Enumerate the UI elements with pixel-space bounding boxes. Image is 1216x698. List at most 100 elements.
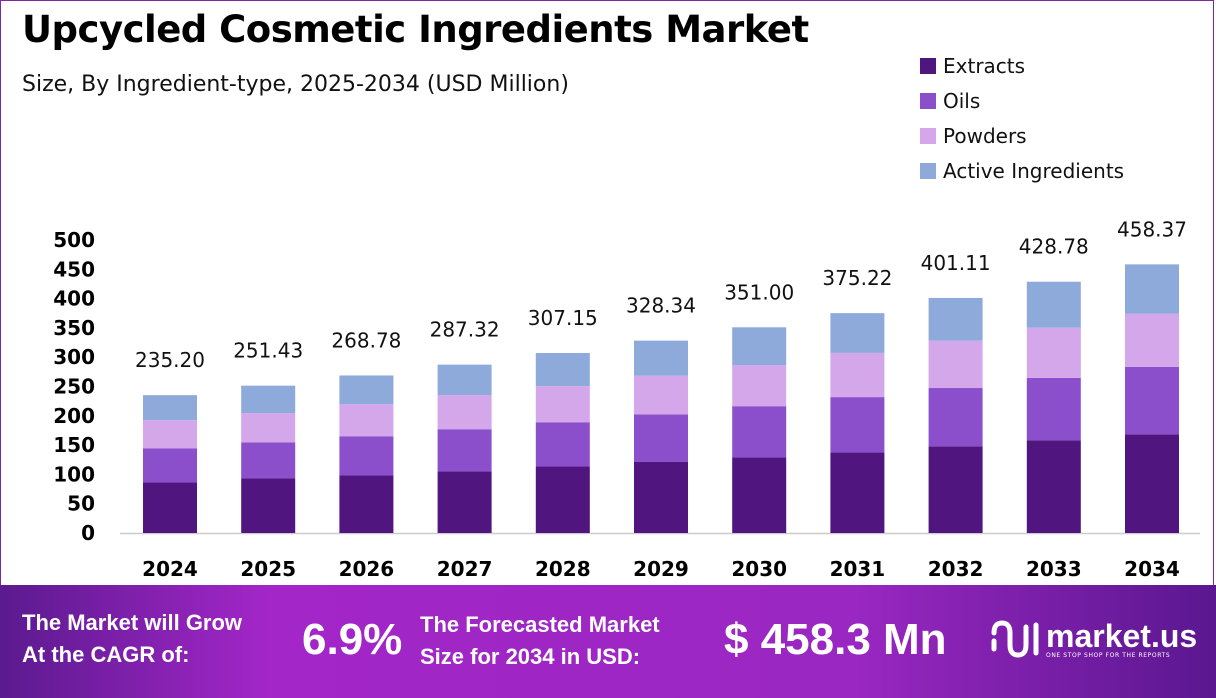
legend-label: Active Ingredients xyxy=(943,158,1125,183)
legend-swatch xyxy=(920,162,936,179)
bar-segment-powders xyxy=(1026,327,1081,378)
bar-segment-extracts xyxy=(437,471,492,533)
bar-segment-powders xyxy=(143,420,197,449)
bar-segment-oils xyxy=(830,397,885,453)
x-tick-label: 2024 xyxy=(142,557,198,581)
bar-segment-oils xyxy=(143,448,197,483)
bar-segment-active-ingredients xyxy=(732,327,787,365)
bar-segment-active-ingredients xyxy=(928,297,983,341)
x-tick-label: 2025 xyxy=(240,557,296,581)
bar-segment-oils xyxy=(732,406,787,458)
cagr-value: 6.9% xyxy=(302,615,403,664)
x-tick-label: 2034 xyxy=(1124,557,1180,581)
bar-segment-powders xyxy=(339,404,394,437)
brand-tagline: ONE STOP SHOP FOR THE REPORTS xyxy=(1046,651,1171,659)
bar-segment-powders xyxy=(535,386,590,423)
bar-segment-oils xyxy=(1125,366,1179,435)
y-tick-label: 0 xyxy=(81,521,95,545)
y-tick-label: 200 xyxy=(53,404,95,428)
legend-swatch xyxy=(920,57,936,74)
x-tick-label: 2031 xyxy=(830,557,886,581)
brand-name: market.us xyxy=(1046,617,1198,654)
bar-total-label: 458.37 xyxy=(1117,217,1187,241)
bar-total-label: 307.15 xyxy=(528,306,598,330)
bar-segment-extracts xyxy=(830,452,885,533)
bar-total-label: 328.34 xyxy=(626,294,696,318)
bar-segment-oils xyxy=(928,388,983,447)
bar-segment-extracts xyxy=(143,482,197,533)
x-tick-label: 2032 xyxy=(928,557,984,581)
y-tick-label: 250 xyxy=(53,375,95,399)
legend-swatch xyxy=(920,92,936,109)
y-tick-label: 50 xyxy=(67,492,95,516)
y-tick-label: 300 xyxy=(53,345,95,369)
bar-segment-active-ingredients xyxy=(1026,281,1081,328)
bar-segment-extracts xyxy=(1026,440,1081,533)
bar-segment-oils xyxy=(634,414,688,462)
legend-label: Extracts xyxy=(943,53,1026,78)
bar-segment-extracts xyxy=(732,457,787,533)
bar-segment-extracts xyxy=(928,446,983,533)
bar-segment-active-ingredients xyxy=(830,313,885,353)
y-tick-label: 100 xyxy=(53,462,95,486)
bar-segment-oils xyxy=(241,442,296,479)
y-tick-label: 500 xyxy=(53,228,95,252)
bar-chart: 0 50 100 150 200 250 300 350 400 450 500 235.20 2024… xyxy=(53,217,1200,581)
bar-segment-active-ingredients xyxy=(437,364,492,396)
legend-label: Oils xyxy=(943,88,981,113)
bar-segment-powders xyxy=(732,364,787,407)
cagr-label: The Market will Grow At the CAGR of: xyxy=(22,610,243,667)
bar-segment-oils xyxy=(1026,377,1081,441)
bar-total-label: 251.43 xyxy=(233,339,303,363)
legend-item-oils: Oils xyxy=(920,83,1124,118)
x-tick-label: 2028 xyxy=(535,557,591,581)
bar-segment-active-ingredients xyxy=(1125,264,1179,314)
legend-item-active-ingredients: Active Ingredients xyxy=(920,153,1124,188)
x-tick-label: 2033 xyxy=(1026,557,1082,581)
bar-segment-active-ingredients xyxy=(241,385,296,414)
footer-banner: The Market will Grow At the CAGR of: 6.9%… xyxy=(0,585,1216,698)
x-tick-label: 2026 xyxy=(339,557,395,581)
bar-segment-active-ingredients xyxy=(339,375,394,405)
bar-total-label: 375.22 xyxy=(822,266,892,290)
bar-segment-powders xyxy=(928,340,983,389)
bar-total-label: 268.78 xyxy=(331,328,401,352)
legend-swatch xyxy=(920,127,936,144)
bar-total-label: 428.78 xyxy=(1019,235,1089,259)
y-tick-label: 350 xyxy=(53,316,95,340)
bar-segment-active-ingredients xyxy=(634,340,688,376)
bar-total-label: 287.32 xyxy=(430,318,500,342)
market-us-logo: market.us ONE STOP SHOP FOR THE REPORTS xyxy=(990,619,1197,659)
chart-title: Upcycled Cosmetic Ingredients Market xyxy=(22,8,809,51)
bar-segment-powders xyxy=(1125,313,1179,367)
bar-segment-powders xyxy=(437,395,492,430)
bar-segment-oils xyxy=(339,436,394,476)
y-tick-label: 400 xyxy=(53,287,95,311)
bar-segment-extracts xyxy=(241,478,296,533)
bar-total-label: 235.20 xyxy=(135,348,205,372)
y-tick-label: 150 xyxy=(53,433,95,457)
y-tick-label: 450 xyxy=(53,257,95,281)
legend-item-powders: Powders xyxy=(920,118,1124,153)
legend-label: Powders xyxy=(943,123,1027,148)
bar-segment-powders xyxy=(830,352,885,398)
bar-segment-powders xyxy=(241,413,296,443)
forecast-label: The Forecasted Market Size for 2034 in US… xyxy=(420,612,660,669)
x-tick-label: 2030 xyxy=(731,557,787,581)
bar-segment-extracts xyxy=(634,461,688,533)
bar-total-label: 351.00 xyxy=(724,280,794,304)
bar-segment-oils xyxy=(437,429,492,472)
bar-segment-active-ingredients xyxy=(535,352,590,387)
forecast-value: $ 458.3 Mn xyxy=(724,615,947,664)
bar-total-label: 401.11 xyxy=(921,251,991,275)
chart-subtitle: Size, By Ingredient-type, 2025-2034 (USD… xyxy=(22,72,569,97)
bar-segment-oils xyxy=(535,422,590,467)
legend-item-extracts: Extracts xyxy=(920,48,1124,83)
bar-segment-powders xyxy=(634,375,688,415)
bar-segment-active-ingredients xyxy=(143,395,197,421)
bar-segment-extracts xyxy=(1125,434,1179,533)
x-tick-label: 2027 xyxy=(437,557,493,581)
bar-segment-extracts xyxy=(535,466,590,533)
logo-icon xyxy=(991,620,1039,658)
x-tick-label: 2029 xyxy=(633,557,689,581)
